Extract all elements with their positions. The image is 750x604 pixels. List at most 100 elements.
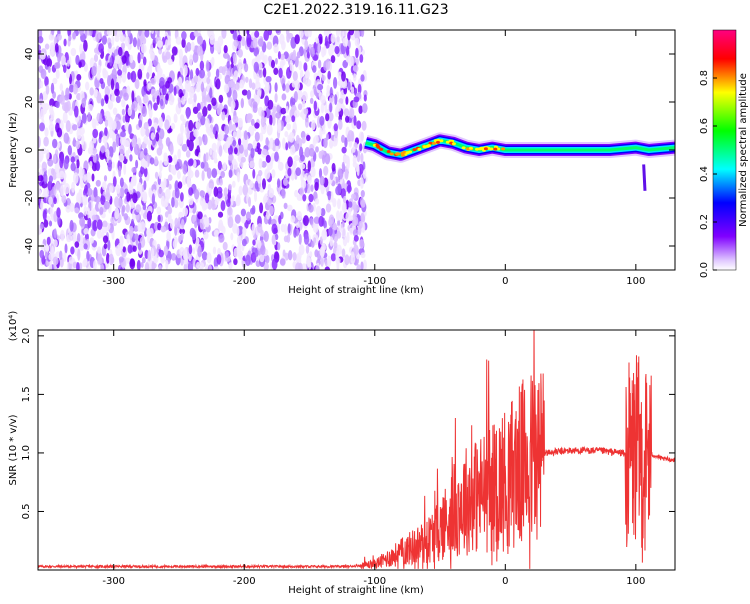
noise-cell <box>252 139 257 149</box>
noise-cell <box>92 128 99 139</box>
noise-cell <box>342 195 347 204</box>
noise-cell <box>99 206 104 215</box>
noise-cell <box>48 33 55 41</box>
noise-cell <box>101 35 107 45</box>
noise-cell <box>68 84 75 93</box>
noise-cell <box>163 245 169 256</box>
noise-cell <box>209 148 213 156</box>
noise-cell <box>112 176 117 187</box>
noise-cell <box>72 83 78 95</box>
noise-cell <box>281 187 286 199</box>
noise-cell <box>183 264 187 270</box>
noise-cell <box>53 228 57 239</box>
noise-cell <box>258 158 263 169</box>
noise-cell <box>301 91 308 102</box>
noise-cell <box>244 147 249 158</box>
noise-cell <box>187 175 191 185</box>
noise-cell <box>180 114 185 121</box>
noise-cell <box>303 215 309 227</box>
noise-cell <box>55 62 61 69</box>
noise-cell <box>323 165 329 176</box>
noise-cell <box>57 53 61 64</box>
colorbar-gradient <box>712 29 737 271</box>
hot-spot <box>428 141 433 145</box>
noise-cell <box>308 204 314 213</box>
noise-cell <box>123 213 129 221</box>
noise-cell <box>205 126 210 134</box>
hot-spot <box>379 147 384 151</box>
noise-cell <box>76 159 80 169</box>
noise-cell <box>103 175 108 182</box>
noise-cell <box>173 86 177 96</box>
hot-spot <box>451 142 456 146</box>
noise-cell <box>177 148 182 160</box>
hot-spot <box>422 145 427 149</box>
noise-cell <box>51 168 55 176</box>
noise-cell <box>169 143 174 156</box>
spectrogram-heatmap <box>38 30 675 270</box>
noise-cell <box>108 146 114 159</box>
noise-cell <box>185 150 191 158</box>
noise-cell <box>260 229 264 237</box>
noise-cell <box>300 130 306 139</box>
noise-cell <box>168 183 172 190</box>
noise-cell <box>309 46 315 58</box>
noise-cell <box>328 112 334 122</box>
noise-cell <box>253 61 259 73</box>
noise-cell <box>348 215 354 222</box>
noise-cell <box>259 253 265 263</box>
noise-cell <box>129 258 136 270</box>
noise-cell <box>56 207 61 218</box>
noise-cell <box>86 187 93 197</box>
noise-cell <box>193 93 197 103</box>
noise-cell <box>143 166 148 178</box>
noise-cell <box>224 124 230 135</box>
noise-cell <box>120 134 126 146</box>
noise-cell <box>262 149 268 156</box>
noise-cell <box>189 227 196 238</box>
noise-cell <box>208 264 212 270</box>
noise-cell <box>171 46 178 56</box>
noise-cell <box>345 96 349 105</box>
noise-cell <box>346 232 350 244</box>
noise-cell <box>80 168 85 176</box>
noise-cell <box>264 168 271 180</box>
noise-cell <box>197 45 203 57</box>
noise-cell <box>360 74 365 82</box>
noise-cell <box>44 251 48 259</box>
noise-cell <box>241 36 246 47</box>
noise-cell <box>300 154 305 162</box>
y-tick-label: 2.0 <box>21 328 32 344</box>
noise-cell <box>170 164 176 175</box>
noise-cell <box>275 30 280 34</box>
noise-cell <box>45 149 50 160</box>
noise-cell <box>356 120 362 130</box>
noise-cell <box>352 201 357 211</box>
noise-cell <box>134 78 140 90</box>
noise-cell <box>249 180 254 189</box>
noise-cell <box>165 259 169 270</box>
noise-cell <box>141 257 146 264</box>
noise-cell <box>311 119 316 131</box>
noise-cell <box>197 35 203 45</box>
noise-cell <box>343 201 347 213</box>
noise-cell <box>77 233 81 243</box>
noise-cell <box>115 54 121 64</box>
noise-cell <box>213 157 218 164</box>
noise-cell <box>269 205 274 216</box>
noise-cell <box>240 215 247 224</box>
noise-cell <box>81 134 85 146</box>
noise-cell <box>306 175 312 185</box>
noise-cell <box>287 156 293 168</box>
noise-cell <box>306 51 310 59</box>
noise-cell <box>118 46 123 57</box>
noise-cell <box>250 252 257 263</box>
noise-cell <box>158 46 163 55</box>
noise-cell <box>129 181 134 189</box>
noise-cell <box>104 127 108 137</box>
noise-cell <box>102 135 108 144</box>
noise-cell <box>63 158 69 170</box>
noise-cell <box>277 242 281 251</box>
noise-cell <box>298 60 303 71</box>
